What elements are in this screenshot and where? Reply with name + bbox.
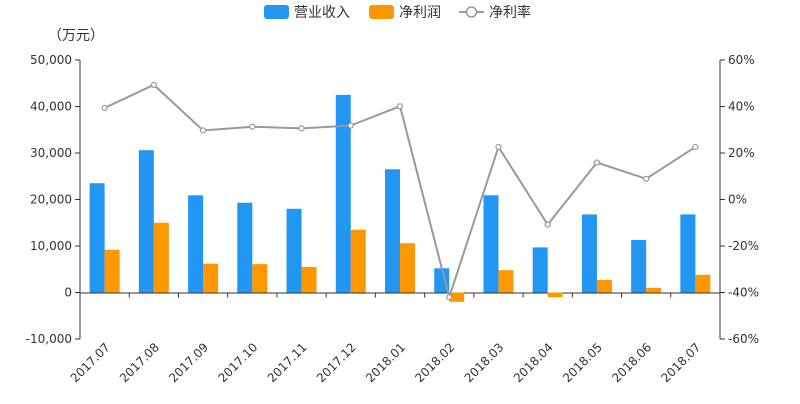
revenue-bar[interactable] <box>532 247 548 293</box>
net-profit-bar[interactable] <box>203 263 219 293</box>
x-tick-label: 2018.03 <box>462 340 507 385</box>
x-tick-label: 2018.04 <box>511 340 556 385</box>
revenue-bar[interactable] <box>335 94 351 293</box>
right-tick-label: -60% <box>728 332 759 346</box>
left-tick-label: 30,000 <box>30 146 72 160</box>
x-tick-label: 2017.12 <box>314 340 359 385</box>
legend-item-net-profit[interactable]: 净利润 <box>369 5 441 21</box>
revenue-bar[interactable] <box>286 208 302 293</box>
revenue-bar[interactable] <box>483 195 499 293</box>
revenue-bar[interactable] <box>237 202 253 293</box>
revenue-bar[interactable] <box>581 214 597 293</box>
x-tick-label: 2017.07 <box>68 340 113 385</box>
revenue-bar[interactable] <box>89 183 105 293</box>
bars <box>89 94 711 302</box>
legend-marker-net-margin <box>465 6 478 18</box>
x-tick-label: 2018.07 <box>659 340 704 385</box>
left-tick-label: 40,000 <box>30 100 72 114</box>
net-profit-bar[interactable] <box>547 292 563 298</box>
net-profit-bar[interactable] <box>646 287 662 293</box>
right-tick-label: 20% <box>728 146 755 160</box>
net-margin-point[interactable] <box>199 127 207 134</box>
legend-item-revenue[interactable]: 营业收入 <box>264 5 350 21</box>
net-profit-bar[interactable] <box>449 292 465 302</box>
net-profit-bar[interactable] <box>695 274 711 293</box>
left-axis-ticks: -10,000 0 10,000 20,000 30,000 40,000 50,000 <box>26 53 80 346</box>
x-tick-label: 2017.09 <box>166 340 211 385</box>
legend: 营业收入 净利润 净利率 <box>264 4 531 21</box>
right-tick-label: 60% <box>728 53 755 67</box>
x-tick-label: 2017.10 <box>215 340 260 385</box>
revenue-bar[interactable] <box>631 239 647 293</box>
revenue-bar[interactable] <box>385 169 400 293</box>
revenue-bar[interactable] <box>680 214 696 293</box>
net-margin-point[interactable] <box>249 123 256 130</box>
unit-label: （万元） <box>48 28 104 44</box>
net-margin-point[interactable] <box>298 125 305 132</box>
net-profit-bar[interactable] <box>153 222 169 293</box>
net-margin-series <box>101 81 699 301</box>
net-profit-bar[interactable] <box>252 264 268 293</box>
x-tick-label: 2018.02 <box>412 340 457 385</box>
net-margin-point[interactable] <box>593 159 601 166</box>
legend-label-revenue: 营业收入 <box>294 5 350 21</box>
net-margin-point[interactable] <box>347 122 354 129</box>
right-tick-label: 0% <box>728 193 747 207</box>
legend-swatch-revenue <box>264 5 289 19</box>
right-tick-label: -40% <box>728 286 759 300</box>
net-margin-point[interactable] <box>396 103 404 110</box>
legend-label-net-margin: 净利率 <box>489 4 531 21</box>
net-margin-point[interactable] <box>446 294 453 301</box>
left-tick-label: 20,000 <box>30 193 72 207</box>
right-tick-label: -20% <box>728 239 759 253</box>
left-tick-label: 0 <box>64 286 72 300</box>
right-axis-ticks: -60% -40% -20% 0% 20% 40% 60% <box>720 53 759 346</box>
net-margin-point[interactable] <box>150 81 157 88</box>
legend-item-net-margin[interactable]: 净利率 <box>459 4 531 21</box>
net-profit-bar[interactable] <box>498 270 514 293</box>
net-profit-bar[interactable] <box>350 229 366 293</box>
x-tick-label: 2018.01 <box>363 340 408 385</box>
net-margin-point[interactable] <box>101 104 108 111</box>
x-tick-label: 2018.06 <box>609 340 654 385</box>
legend-swatch-net-profit <box>369 5 394 19</box>
x-axis-ticks: 2017.07 2017.08 2017.09 2017.10 2017.11 2017.… <box>68 292 721 385</box>
left-tick-label: 50,000 <box>30 53 72 67</box>
net-profit-bar[interactable] <box>400 243 415 293</box>
left-tick-label: -10,000 <box>26 332 72 346</box>
revenue-bar[interactable] <box>188 195 204 293</box>
net-margin-point[interactable] <box>544 221 551 228</box>
right-tick-label: 40% <box>728 100 755 114</box>
x-tick-label: 2017.11 <box>265 340 310 385</box>
x-tick-label: 2018.05 <box>560 340 605 385</box>
net-profit-bar[interactable] <box>596 279 612 293</box>
revenue-bar[interactable] <box>138 150 154 293</box>
net-profit-bar[interactable] <box>104 249 120 293</box>
net-margin-point[interactable] <box>692 143 699 151</box>
net-profit-bar[interactable] <box>301 266 317 293</box>
net-margin-point[interactable] <box>495 143 502 151</box>
net-margin-point[interactable] <box>643 175 650 182</box>
legend-label-net-profit: 净利润 <box>399 5 441 21</box>
left-tick-label: 10,000 <box>30 239 72 253</box>
x-tick-label: 2017.08 <box>117 340 162 385</box>
